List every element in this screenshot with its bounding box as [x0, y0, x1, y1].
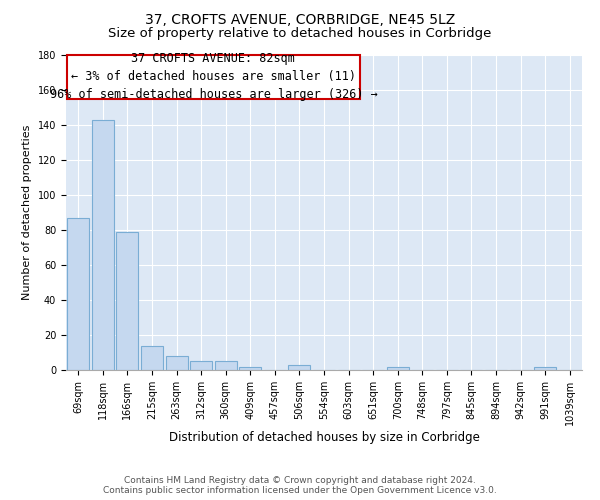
Bar [141, 346, 163, 370]
Text: Size of property relative to detached houses in Corbridge: Size of property relative to detached ho… [109, 28, 491, 40]
X-axis label: Distribution of detached houses by size in Corbridge: Distribution of detached houses by size … [169, 430, 479, 444]
FancyBboxPatch shape [67, 55, 359, 99]
Bar [67, 218, 89, 370]
Bar [92, 120, 114, 370]
Bar [215, 361, 237, 370]
Bar [289, 365, 310, 370]
Bar [166, 356, 188, 370]
Text: 37 CROFTS AVENUE: 82sqm
← 3% of detached houses are smaller (11)
96% of semi-det: 37 CROFTS AVENUE: 82sqm ← 3% of detached… [50, 52, 377, 102]
Bar [534, 366, 556, 370]
Bar [386, 366, 409, 370]
Bar [190, 361, 212, 370]
Y-axis label: Number of detached properties: Number of detached properties [22, 125, 32, 300]
Text: 37, CROFTS AVENUE, CORBRIDGE, NE45 5LZ: 37, CROFTS AVENUE, CORBRIDGE, NE45 5LZ [145, 12, 455, 26]
Bar [239, 366, 262, 370]
Bar [116, 232, 139, 370]
Text: Contains HM Land Registry data © Crown copyright and database right 2024.
Contai: Contains HM Land Registry data © Crown c… [103, 476, 497, 495]
